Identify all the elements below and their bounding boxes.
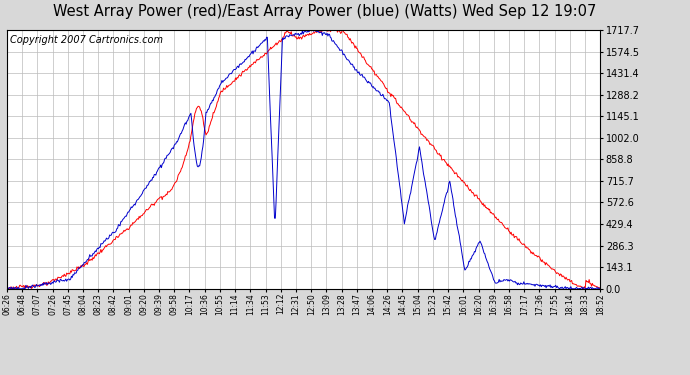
Text: Copyright 2007 Cartronics.com: Copyright 2007 Cartronics.com	[10, 35, 163, 45]
Text: West Array Power (red)/East Array Power (blue) (Watts) Wed Sep 12 19:07: West Array Power (red)/East Array Power …	[52, 4, 596, 19]
